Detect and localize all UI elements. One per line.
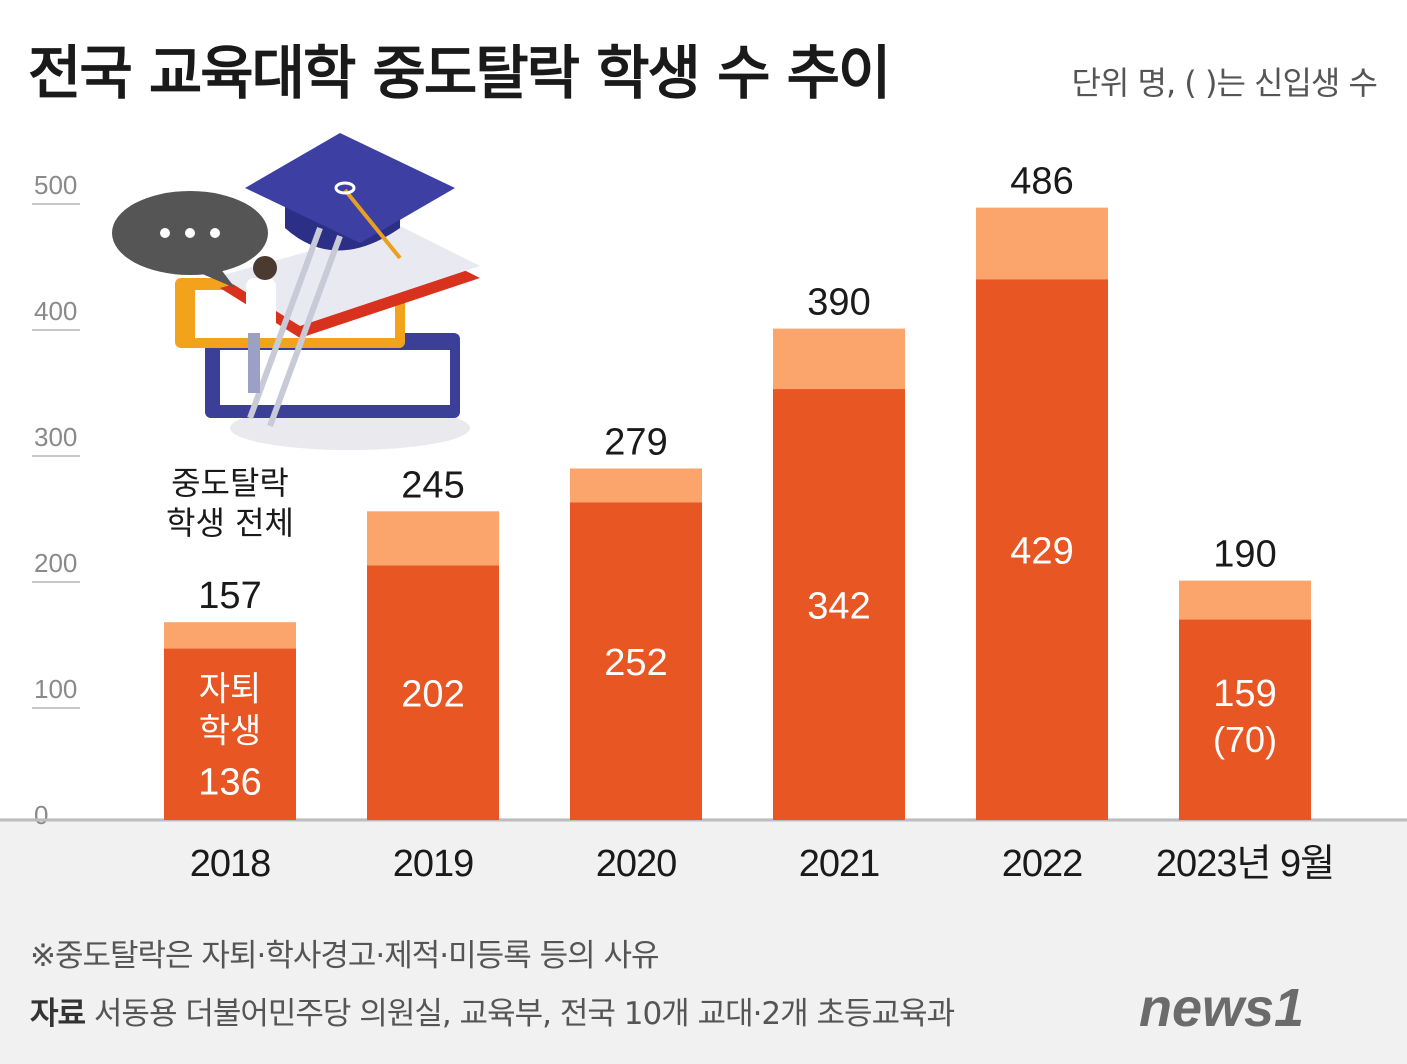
x-category-label: 2023년 9월 bbox=[1156, 843, 1334, 885]
news1-logo: news1 bbox=[1139, 978, 1304, 1038]
source-label: 자료 bbox=[30, 996, 86, 1032]
y-tick-label: 0 bbox=[34, 800, 48, 830]
x-category-label: 2022 bbox=[1002, 843, 1083, 885]
x-category-label: 2019 bbox=[393, 843, 474, 885]
footnote: ※중도탈락은 자퇴·학사경고·제적·미등록 등의 사유 bbox=[30, 938, 659, 974]
x-category-label: 2021 bbox=[799, 843, 880, 885]
bar-dropout bbox=[773, 389, 905, 820]
total-value-label: 245 bbox=[401, 464, 464, 506]
y-tick-label: 200 bbox=[34, 548, 77, 578]
dropout-value-label: 159 bbox=[1213, 673, 1276, 715]
x-category-label: 2020 bbox=[596, 843, 677, 885]
y-tick-label: 100 bbox=[34, 674, 77, 704]
dropout-value-label: 342 bbox=[807, 586, 870, 628]
total-value-label: 157 bbox=[198, 575, 261, 617]
dropout-legend-line1: 자퇴 bbox=[199, 670, 262, 710]
total-value-label: 279 bbox=[604, 421, 667, 463]
chart-title: 전국 교육대학 중도탈락 학생 수 추이 bbox=[28, 39, 891, 107]
source-line: 자료 서동용 더불어민주당 의원실, 교육부, 전국 10개 교대·2개 초등교… bbox=[30, 988, 955, 1033]
y-tick-label: 400 bbox=[34, 296, 77, 326]
total-legend-line1: 중도탈락 bbox=[171, 464, 289, 502]
total-value-label: 486 bbox=[1010, 161, 1073, 203]
dropout-value-label: 252 bbox=[604, 642, 667, 684]
total-legend-line2: 학생 전체 bbox=[166, 504, 294, 542]
graduation-books-illustration bbox=[112, 133, 480, 450]
bar-dropout bbox=[367, 565, 499, 820]
x-category-label: 2018 bbox=[190, 843, 271, 885]
source-text: 서동용 더불어민주당 의원실, 교육부, 전국 10개 교대·2개 초등교육과 bbox=[93, 996, 955, 1032]
y-tick-label: 300 bbox=[34, 422, 77, 452]
bar-dropout bbox=[976, 279, 1108, 821]
bar-dropout bbox=[570, 502, 702, 820]
y-tick-label: 500 bbox=[34, 170, 77, 200]
total-value-label: 190 bbox=[1213, 534, 1276, 576]
total-value-label: 390 bbox=[807, 282, 870, 324]
bar-dropout bbox=[1179, 619, 1311, 820]
dropout-legend-line2: 학생 bbox=[199, 712, 262, 752]
news1-logo-text: news1 bbox=[1139, 978, 1304, 1038]
dropout-value-label: 429 bbox=[1010, 531, 1073, 573]
footer-panel bbox=[0, 818, 1407, 1064]
freshmen-value-label: (70) bbox=[1213, 719, 1277, 760]
dropout-value-label: 202 bbox=[401, 674, 464, 716]
dropout-value-label: 136 bbox=[198, 762, 261, 804]
bar-dropout bbox=[164, 648, 296, 820]
unit-note: 단위 명, ( )는 신입생 수 bbox=[1071, 64, 1378, 102]
